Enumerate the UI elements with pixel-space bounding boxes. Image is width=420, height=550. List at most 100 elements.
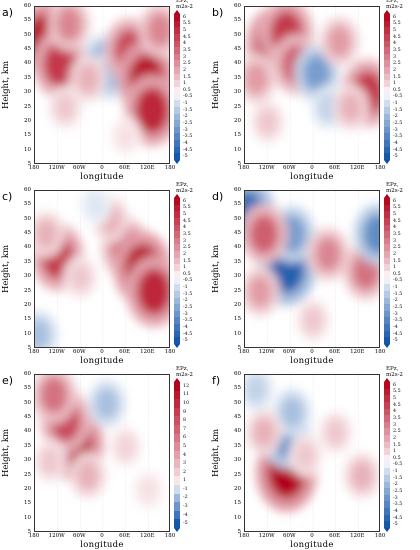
colorbar-tick-label: -1.5 xyxy=(183,107,193,113)
y-tick-label: 25 xyxy=(234,287,241,294)
chart-panel: b) 60 55 50 45 40 35 30 25 20 15 10 5 180 120W 60W 0 60E 1… xyxy=(210,0,415,182)
x-tick-label: 60W xyxy=(283,533,296,539)
colorbar-segment xyxy=(174,467,180,477)
colorbar-tick-label: 6 xyxy=(183,198,187,204)
colorbar-min-extension xyxy=(174,160,180,164)
colorbar-tick-label: 5 xyxy=(183,28,187,34)
colorbar-segment xyxy=(384,106,390,115)
y-tick-label: 10 xyxy=(24,514,31,521)
colorbar-tick-label: 1 xyxy=(183,265,187,271)
colorbar-tick-label: 6 xyxy=(393,198,397,204)
panel-label: e) xyxy=(2,374,14,387)
field-extremum xyxy=(245,375,268,405)
colorbar-tick-label: -5 xyxy=(393,522,398,528)
colorbar-tick-label: -4 xyxy=(183,512,188,518)
colorbar-segment xyxy=(174,126,180,134)
colorbar-units: m2s-2 xyxy=(386,372,403,378)
colorbar xyxy=(174,382,180,529)
colorbar-tick-label: -3.5 xyxy=(183,318,193,324)
colorbar-tick-label: -2 xyxy=(393,298,398,304)
colorbar-tick-label: 4.5 xyxy=(393,402,401,408)
colorbar-tick-label: 5 xyxy=(393,396,397,402)
field-extremum xyxy=(350,460,374,492)
colorbar-segment xyxy=(384,277,390,285)
colorbar-segment xyxy=(384,421,390,429)
colorbar-segment xyxy=(174,257,180,265)
colorbar-segment xyxy=(174,237,180,245)
y-tick-label: 5 xyxy=(237,345,242,351)
colorbar-segment xyxy=(174,67,180,75)
plot-area xyxy=(34,190,170,348)
colorbar-segment xyxy=(174,106,180,115)
x-tick-label: 180 xyxy=(164,533,176,539)
colorbar-segment xyxy=(174,80,180,88)
colorbar-segment xyxy=(174,459,180,469)
colorbar-tick-label: 5 xyxy=(183,443,187,449)
field-extremum xyxy=(302,305,324,335)
colorbar-variable: EPz, xyxy=(176,0,189,4)
colorbar-variable: EPz, xyxy=(176,182,189,188)
colorbar-segment xyxy=(384,257,390,265)
y-tick-label: 5 xyxy=(237,161,242,167)
colorbar-segment xyxy=(384,198,390,206)
field-extremum xyxy=(257,107,279,137)
colorbar-tick-label: -3 xyxy=(393,311,398,317)
x-tick-label: 0 xyxy=(100,533,104,539)
colorbar-segment xyxy=(384,93,390,101)
y-tick-label: 50 xyxy=(234,215,241,222)
colorbar-tick-label: -3 xyxy=(393,495,398,501)
y-tick-label: 35 xyxy=(234,74,241,81)
y-tick-label: 60 xyxy=(234,187,241,193)
colorbar-tick-label: 0.5 xyxy=(393,87,401,93)
colorbar-tick-label: 5 xyxy=(183,212,187,218)
colorbar-title: EPz, m2s-2 xyxy=(176,0,193,10)
colorbar-tick-label: -0.5 xyxy=(183,278,193,284)
colorbar-segment xyxy=(174,399,180,409)
colorbar-tick-label: -1 xyxy=(393,101,398,107)
y-tick-label: 45 xyxy=(234,230,241,237)
colorbar-tick-label: -5 xyxy=(393,338,398,344)
colorbar-segment xyxy=(174,87,180,95)
colorbar-segment xyxy=(384,60,390,68)
colorbar-segment xyxy=(384,73,390,81)
colorbar-segment xyxy=(384,126,390,134)
y-tick-label: 20 xyxy=(234,301,241,308)
x-tick-label: 60E xyxy=(329,165,341,171)
x-axis-label: longitude xyxy=(80,172,124,182)
x-tick-label: 180 xyxy=(164,165,176,171)
colorbar-segment xyxy=(174,14,180,22)
colorbar-tick-label: -2 xyxy=(393,114,398,120)
colorbar-segment xyxy=(174,40,180,48)
colorbar-segment xyxy=(384,382,390,390)
colorbar-segment xyxy=(384,455,390,463)
colorbar-tick-label: 5.5 xyxy=(393,21,401,27)
colorbar-segment xyxy=(384,211,390,219)
colorbar-tick-label: 0.5 xyxy=(393,455,401,461)
colorbar-tick-label: 2 xyxy=(393,251,397,257)
field-extremum xyxy=(35,218,58,250)
colorbar xyxy=(384,14,390,161)
colorbar-segment xyxy=(174,324,180,332)
x-tick-label: 120E xyxy=(140,349,155,355)
y-tick-label: 45 xyxy=(24,230,31,237)
colorbar-title: EPz, m2s-2 xyxy=(176,366,193,378)
x-tick-label: 120W xyxy=(48,165,65,171)
colorbar-tick-label: 1 xyxy=(393,81,397,87)
colorbar-segment xyxy=(174,20,180,28)
colorbar-segment xyxy=(384,113,390,121)
x-tick-label: 120E xyxy=(350,533,365,539)
y-tick-label: 5 xyxy=(27,529,32,535)
y-tick-label: 60 xyxy=(234,3,241,9)
colorbar-segment xyxy=(384,474,390,483)
y-tick-label: 15 xyxy=(24,132,31,139)
y-tick-label: 35 xyxy=(24,258,31,265)
y-tick-label: 20 xyxy=(24,485,31,492)
heatmap-svg xyxy=(35,191,169,347)
heatmap-svg xyxy=(245,375,379,531)
colorbar-units: m2s-2 xyxy=(176,4,193,10)
colorbar-segment xyxy=(384,271,390,279)
colorbar-tick-label: 1 xyxy=(393,265,397,271)
colorbar-segment xyxy=(384,40,390,48)
colorbar-tick-label: -1.5 xyxy=(393,475,403,481)
colorbar-segment xyxy=(384,284,390,292)
